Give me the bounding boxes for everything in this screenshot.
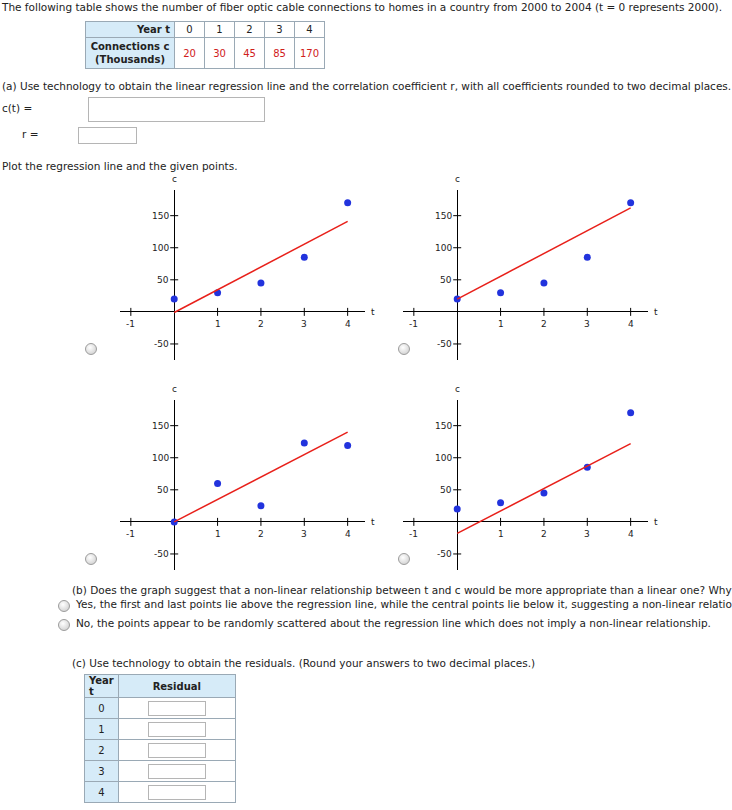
svg-text:3: 3 [301, 319, 307, 329]
html-text:4: 4 [306, 24, 313, 35]
html-text:Year t: Year t [89, 675, 114, 697]
html-text:Year t: Year t [137, 24, 170, 35]
svg-text:1: 1 [215, 529, 221, 539]
html-text:170: 170 [300, 47, 319, 59]
svg-text:100: 100 [435, 453, 452, 463]
html-text:The following table shows the: The following table shows the number of … [2, 1, 722, 13]
html-text:c(t) =: c(t) = [2, 102, 33, 114]
html-text:(a) Use technology to obtain t: (a) Use technology to obtain the linear … [2, 80, 732, 92]
svg-text:c: c [172, 384, 177, 394]
html-text:2: 2 [246, 24, 253, 35]
svg-text:50: 50 [440, 275, 452, 285]
svg-text:3: 3 [584, 319, 590, 329]
svg-text:4: 4 [628, 529, 634, 539]
html-text:r =: r = [22, 128, 39, 140]
svg-text:-50: -50 [437, 549, 452, 559]
html-text:1: 1 [216, 24, 223, 35]
svg-text:50: 50 [157, 275, 169, 285]
svg-text:2: 2 [541, 319, 547, 329]
svg-text:-50: -50 [437, 339, 452, 349]
svg-text:3: 3 [584, 529, 590, 539]
html-text:20: 20 [183, 47, 196, 59]
svg-text:-1: -1 [126, 319, 135, 329]
svg-text:150: 150 [152, 211, 169, 221]
svg-text:c: c [455, 174, 460, 184]
svg-text:-50: -50 [154, 339, 169, 349]
html-text:4: 4 [98, 786, 105, 798]
svg-text:100: 100 [152, 453, 169, 463]
svg-text:1: 1 [498, 529, 504, 539]
html-text:0: 0 [186, 24, 193, 35]
html-text:0: 0 [98, 702, 105, 714]
html-text:Plot the regression line and t: Plot the regression line and the given p… [2, 160, 238, 172]
svg-text:1: 1 [498, 319, 504, 329]
html-text:1: 1 [98, 723, 105, 735]
html-text:45: 45 [243, 47, 256, 59]
svg-text:c: c [172, 174, 177, 184]
svg-text:3: 3 [301, 529, 307, 539]
svg-text:50: 50 [440, 485, 452, 495]
svg-text:t: t [654, 517, 658, 527]
svg-text:100: 100 [152, 243, 169, 253]
svg-text:t: t [371, 307, 375, 317]
svg-text:4: 4 [628, 319, 634, 329]
html-text:3: 3 [98, 765, 105, 777]
svg-text:2: 2 [258, 529, 264, 539]
html-text:No, the points appear to be ra: No, the points appear to be randomly sca… [76, 617, 711, 629]
svg-text:-50: -50 [154, 549, 169, 559]
html-text:3: 3 [276, 24, 283, 35]
svg-text:100: 100 [435, 243, 452, 253]
html-text:85: 85 [273, 47, 286, 59]
svg-text:50: 50 [157, 485, 169, 495]
svg-text:4: 4 [345, 319, 351, 329]
svg-text:-1: -1 [409, 529, 418, 539]
svg-text:t: t [371, 517, 375, 527]
html-text:30: 30 [213, 47, 226, 59]
svg-text:4: 4 [345, 529, 351, 539]
svg-text:150: 150 [152, 421, 169, 431]
svg-text:2: 2 [258, 319, 264, 329]
svg-text:-1: -1 [126, 529, 135, 539]
svg-text:2: 2 [541, 529, 547, 539]
html-text:(c) Use technology to obtain t: (c) Use technology to obtain the residua… [72, 657, 536, 669]
html-text:(Thousands): (Thousands) [95, 54, 165, 65]
svg-text:-1: -1 [409, 319, 418, 329]
html-text:Connections c: Connections c [90, 41, 170, 52]
svg-text:c: c [455, 384, 460, 394]
svg-text:150: 150 [435, 421, 452, 431]
svg-text:1: 1 [215, 319, 221, 329]
html-text:2: 2 [98, 744, 105, 756]
svg-text:150: 150 [435, 211, 452, 221]
svg-text:t: t [654, 307, 658, 317]
html-text:Residual: Residual [152, 680, 201, 692]
